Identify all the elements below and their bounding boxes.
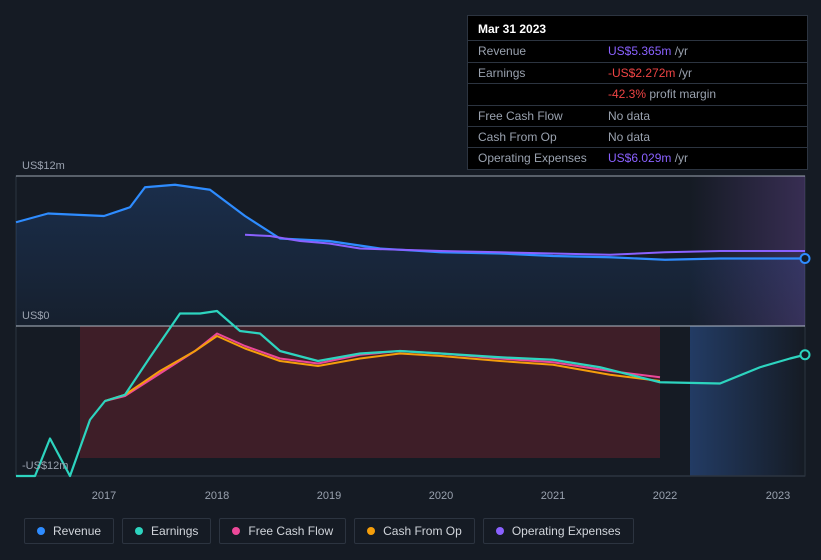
legend-dot-icon	[135, 527, 143, 535]
legend-label: Free Cash Flow	[248, 524, 333, 538]
legend-label: Earnings	[151, 524, 198, 538]
legend-item[interactable]: Earnings	[122, 518, 211, 544]
legend-dot-icon	[37, 527, 45, 535]
legend-item[interactable]: Free Cash Flow	[219, 518, 346, 544]
legend: Revenue Earnings Free Cash Flow Cash From O…	[24, 518, 634, 544]
y-axis-label: -US$12m	[22, 460, 68, 472]
tooltip-row-label: Cash From Op	[468, 126, 598, 147]
x-axis-label: 2023	[766, 490, 790, 502]
tooltip-row-value: US$5.365m /yr	[598, 41, 807, 62]
x-axis-label: 2019	[317, 490, 341, 502]
y-axis-label: US$12m	[22, 160, 65, 172]
legend-label: Cash From Op	[383, 524, 462, 538]
tooltip-row-value: No data	[598, 126, 807, 147]
legend-dot-icon	[232, 527, 240, 535]
tooltip-row-label: Revenue	[468, 41, 598, 62]
tooltip-row-value: -US$2.272m /yr	[598, 62, 807, 83]
tooltip-row-label: Operating Expenses	[468, 148, 598, 169]
legend-item[interactable]: Revenue	[24, 518, 114, 544]
tooltip-row-value: US$6.029m /yr	[598, 148, 807, 169]
data-tooltip: Mar 31 2023 RevenueUS$5.365m /yrEarnings…	[467, 15, 808, 170]
x-axis-label: 2020	[429, 490, 453, 502]
tooltip-subrow: -42.3% profit margin	[468, 84, 807, 105]
x-axis-label: 2022	[653, 490, 677, 502]
x-axis-label: 2018	[205, 490, 229, 502]
tooltip-row: Free Cash FlowNo data	[468, 105, 807, 126]
tooltip-row: Earnings-US$2.272m /yr	[468, 62, 807, 83]
financial-chart-stage: US$12m US$0 -US$12m 2017 2018 2019 2020 2021 20…	[0, 0, 821, 560]
legend-label: Revenue	[53, 524, 101, 538]
tooltip-table: RevenueUS$5.365m /yrEarnings-US$2.272m /…	[468, 40, 807, 168]
tooltip-row: Operating ExpensesUS$6.029m /yr	[468, 148, 807, 169]
legend-label: Operating Expenses	[512, 524, 621, 538]
tooltip-row-label: Earnings	[468, 62, 598, 83]
tooltip-row: Cash From OpNo data	[468, 126, 807, 147]
x-axis-label: 2017	[92, 490, 116, 502]
legend-item[interactable]: Cash From Op	[354, 518, 475, 544]
legend-item[interactable]: Operating Expenses	[483, 518, 634, 544]
tooltip-row-label: Free Cash Flow	[468, 105, 598, 126]
legend-dot-icon	[496, 527, 504, 535]
y-axis-label: US$0	[22, 310, 50, 322]
tooltip-title: Mar 31 2023	[468, 16, 807, 40]
x-axis-label: 2021	[541, 490, 565, 502]
legend-dot-icon	[367, 527, 375, 535]
tooltip-row: RevenueUS$5.365m /yr	[468, 41, 807, 62]
tooltip-row-value: No data	[598, 105, 807, 126]
